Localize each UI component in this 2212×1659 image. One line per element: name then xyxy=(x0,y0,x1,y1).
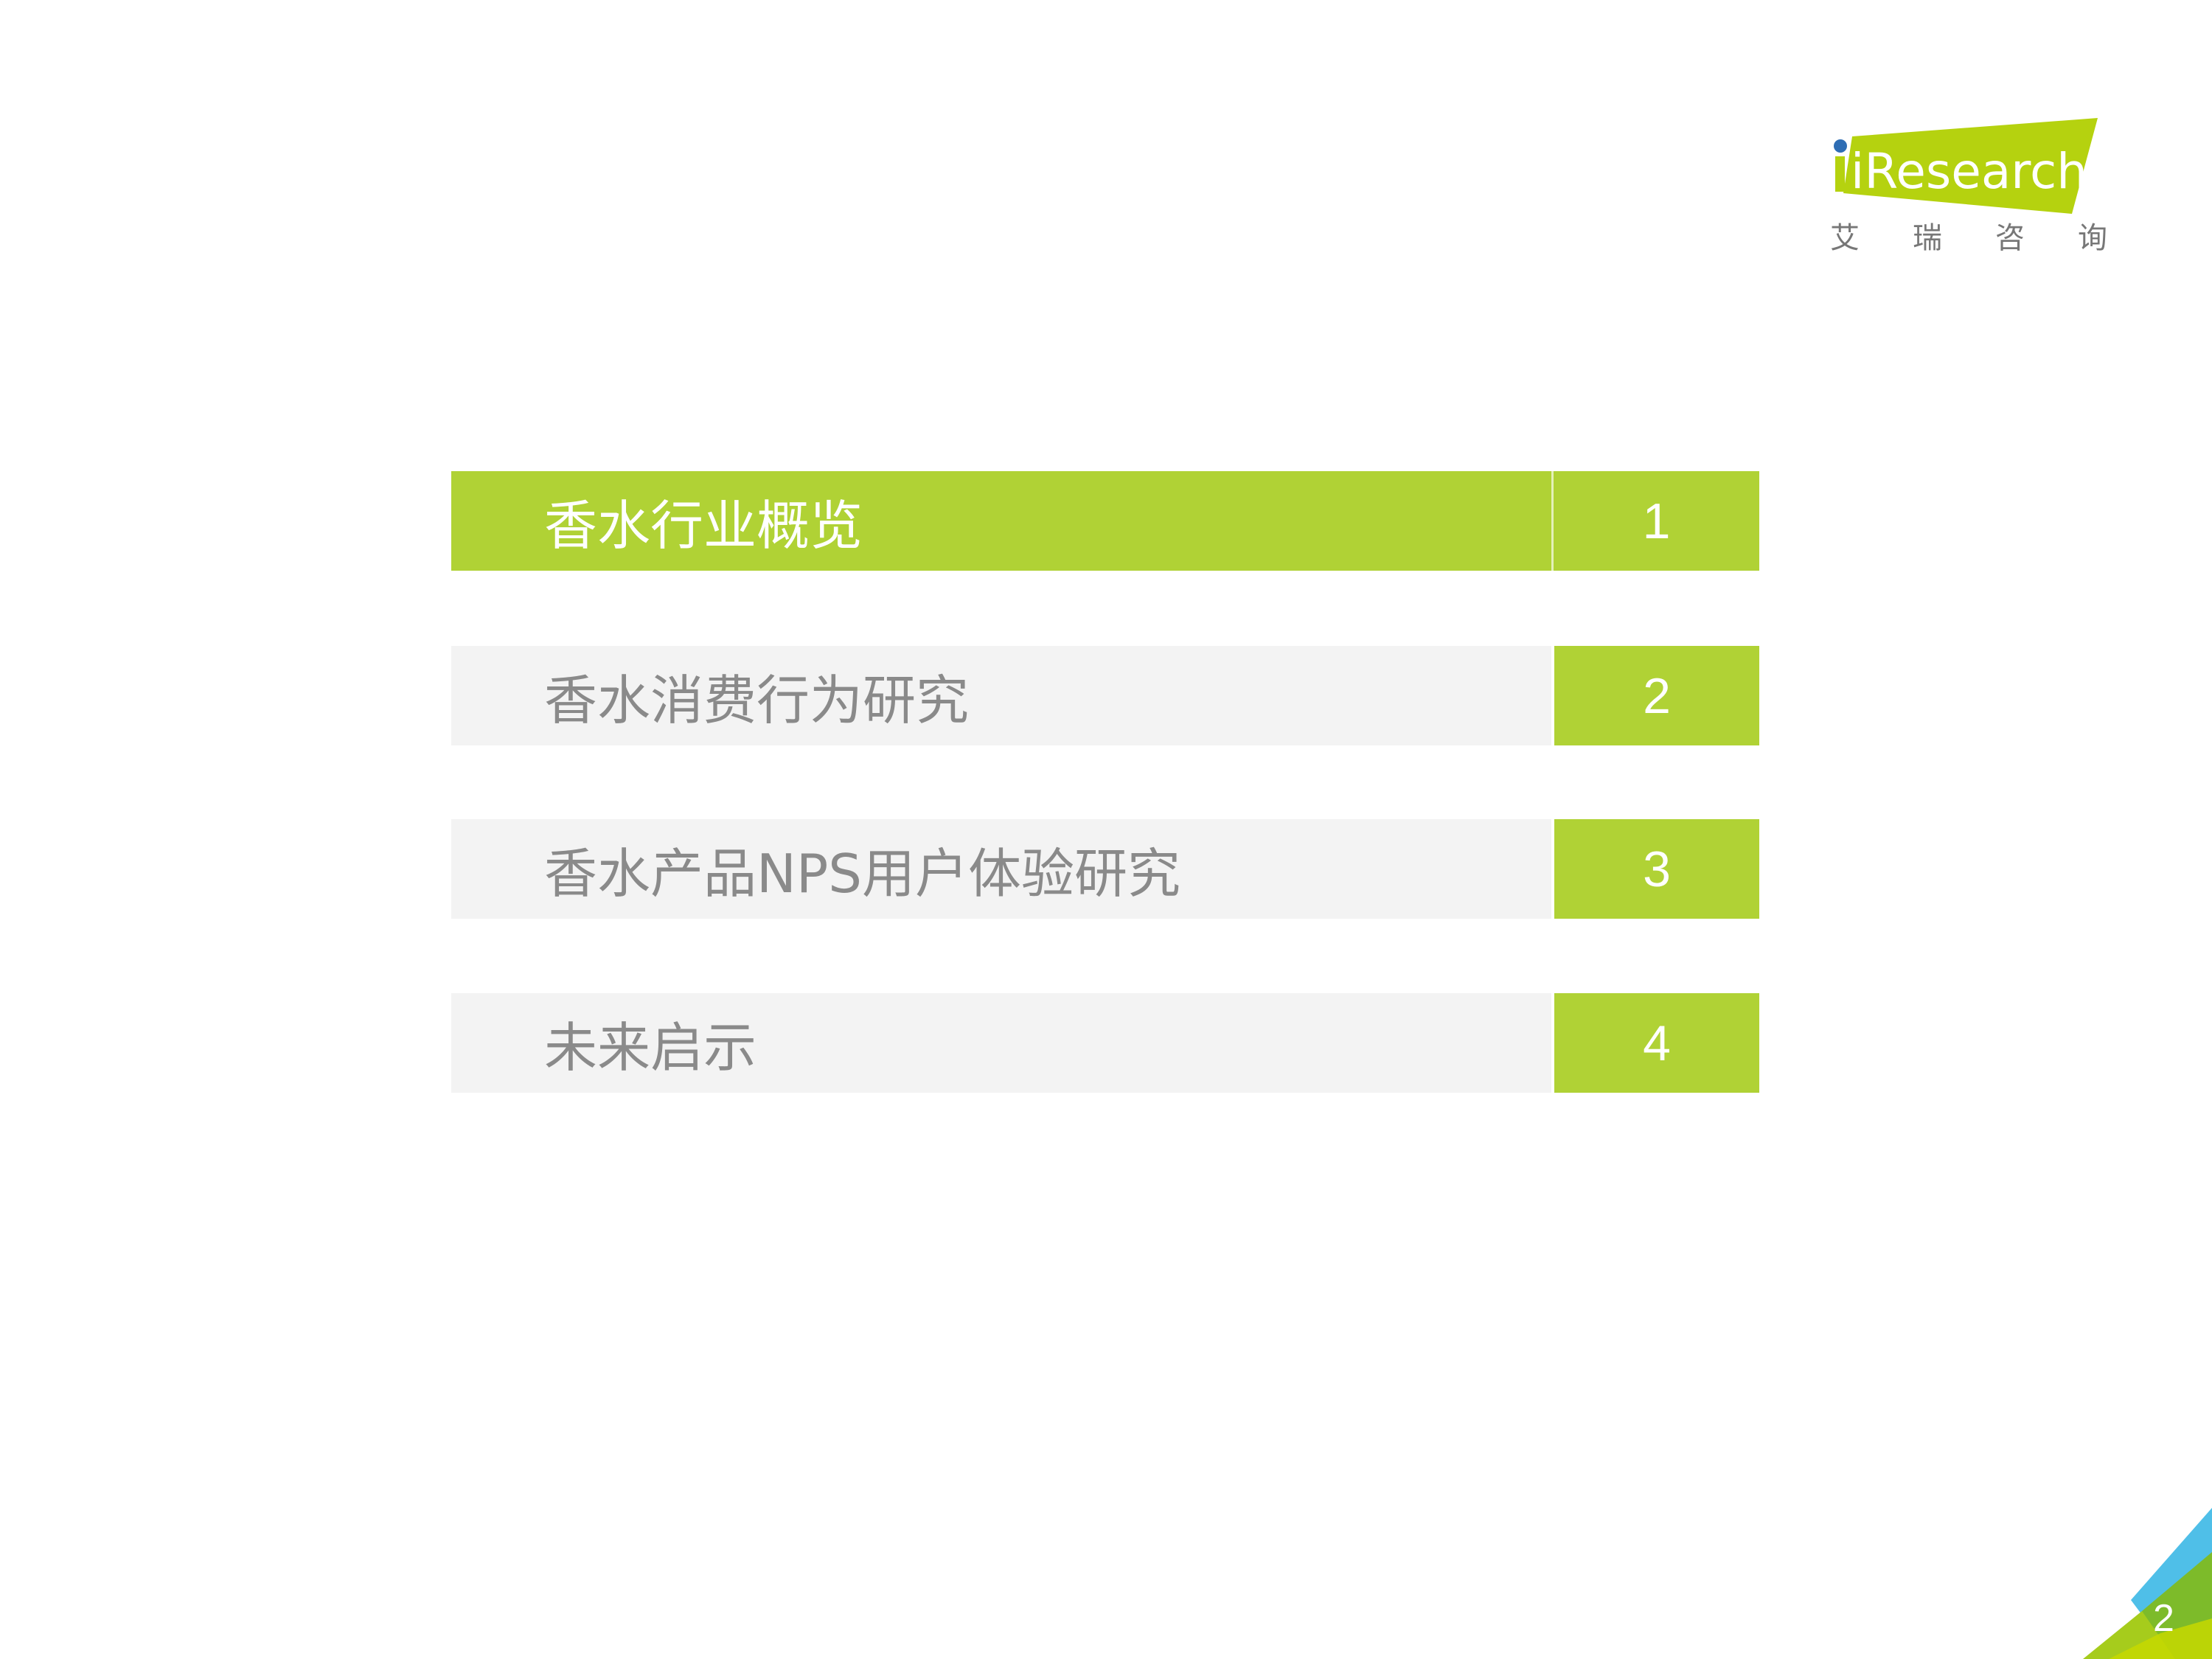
toc-item-title: 未来启示 xyxy=(451,993,1551,1093)
logo-char: 艾 xyxy=(1830,221,1860,255)
toc-item-number: 1 xyxy=(1551,471,1759,571)
iresearch-logo: iResearch xyxy=(1834,118,2098,214)
toc-item-4[interactable]: 未来启示 4 xyxy=(451,993,1759,1093)
toc-item-title: 香水行业概览 xyxy=(451,471,1551,571)
logo-char: 咨 xyxy=(1995,221,2025,255)
toc-item-2[interactable]: 香水消费行为研究 2 xyxy=(451,646,1759,745)
toc-item-title: 香水产品NPS用户体验研究 xyxy=(451,819,1551,919)
toc-item-3[interactable]: 香水产品NPS用户体验研究 3 xyxy=(451,819,1759,919)
page-number: 2 xyxy=(2153,1597,2174,1640)
logo-char: 询 xyxy=(2078,221,2107,255)
toc-item-title: 香水消费行为研究 xyxy=(451,646,1551,745)
toc-item-number: 2 xyxy=(1554,646,1759,745)
logo-brand-text: iResearch xyxy=(1851,143,2087,200)
toc-item-1[interactable]: 香水行业概览 1 xyxy=(451,471,1759,571)
toc-item-number: 4 xyxy=(1554,993,1759,1093)
logo-char: 瑞 xyxy=(1913,221,1942,255)
logo-chinese-name: 艾 瑞 咨 询 xyxy=(1830,214,2107,257)
toc-item-number: 3 xyxy=(1554,819,1759,919)
